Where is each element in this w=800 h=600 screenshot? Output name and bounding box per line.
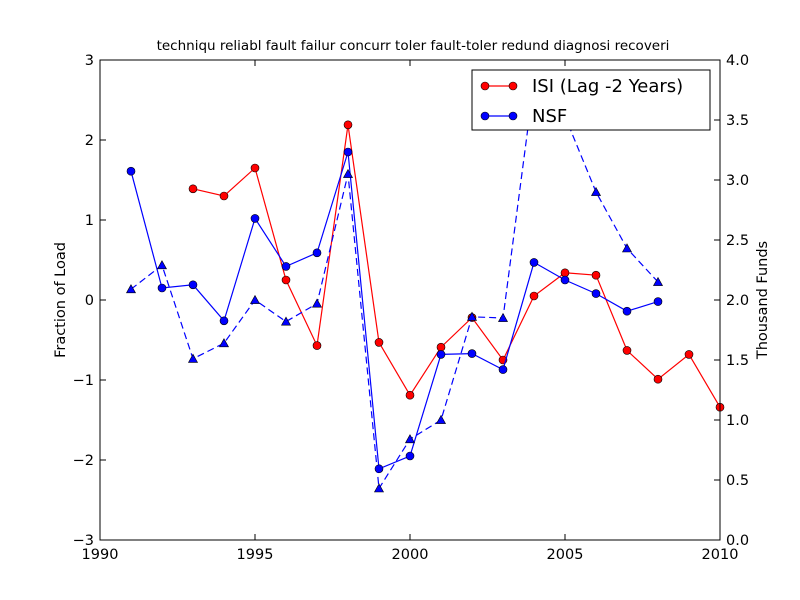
data-point-triangle [249, 294, 261, 304]
y-left-label: Fraction of Load [53, 242, 69, 358]
data-point-circle [250, 214, 260, 223]
y-left-tick-label: 2 [85, 133, 94, 149]
data-point-circle [219, 191, 229, 201]
data-point-circle [157, 283, 167, 293]
data-point-triangle [404, 434, 416, 444]
data-point-circle [281, 275, 291, 285]
data-point-circle [591, 289, 601, 298]
y-left-tick-label: −2 [73, 453, 94, 469]
legend-marker-nsf [508, 111, 518, 121]
x-tick-label: 1995 [237, 547, 274, 563]
y-right-tick-label: 1.0 [726, 413, 749, 429]
y-right-tick-label: 1.5 [726, 353, 749, 369]
data-point-circle [622, 306, 632, 316]
data-point-circle [343, 147, 353, 157]
data-point-circle [405, 451, 415, 461]
ticks-layer: 1990 1995 2000 2005 2010 −3 −2 −1 0 1 2 3 0.0 0.5 1.0 1… [73, 53, 749, 563]
data-point-circle [653, 297, 663, 306]
x-tick-label: 2005 [547, 547, 584, 563]
data-point-circle [405, 390, 415, 400]
y-left-tick-label: 0 [85, 293, 94, 309]
data-point-circle [653, 374, 663, 384]
data-point-circle [188, 184, 198, 194]
legend-label-nsf: NSF [532, 106, 567, 127]
data-point-triangle [187, 353, 199, 363]
data-point-circle [467, 349, 477, 358]
legend-marker-isi [508, 81, 518, 91]
y-right-tick-label: 2.5 [726, 233, 749, 249]
y-right-tick-label: 0.0 [726, 533, 749, 549]
data-point-circle [498, 365, 508, 374]
data-point-circle [374, 338, 384, 347]
data-point-circle [188, 280, 198, 290]
data-point-circle [529, 291, 539, 301]
data-point-triangle [621, 243, 633, 253]
data-point-circle [312, 248, 322, 258]
legend-marker-nsf [480, 111, 490, 121]
y-left-tick-label: 3 [85, 53, 94, 69]
y-left-tick-label: −1 [73, 373, 94, 389]
data-point-circle [126, 166, 136, 176]
data-point-circle [343, 120, 353, 130]
x-tick-label: 2010 [702, 547, 739, 563]
y-right-tick-label: 3.5 [726, 113, 749, 129]
data-point-circle [281, 262, 291, 271]
data-point-triangle [590, 186, 602, 196]
data-point-circle [312, 341, 322, 350]
data-point-circle [436, 342, 446, 352]
y-right-label: Thousand Funds [755, 241, 771, 360]
data-point-triangle [652, 276, 664, 286]
y-left-tick-label: −3 [73, 533, 94, 549]
data-point-triangle [373, 483, 385, 493]
y-right-tick-label: 4.0 [726, 53, 749, 69]
data-point-triangle [311, 298, 323, 308]
data-point-circle [529, 258, 539, 267]
data-point-triangle [156, 260, 168, 270]
data-point-triangle [466, 311, 478, 321]
x-tick-label: 2000 [392, 547, 429, 563]
data-point-circle [591, 270, 601, 280]
legend-marker-isi [480, 81, 490, 91]
y-right-tick-label: 2.0 [726, 293, 749, 309]
x-tick-label: 1990 [82, 547, 119, 563]
chart-title: techniqu reliabl fault failur concurr to… [157, 38, 670, 54]
plot-area [100, 60, 720, 540]
data-point-circle [622, 346, 632, 355]
data-point-circle [219, 316, 229, 326]
y-right-tick-label: 0.5 [726, 473, 749, 489]
data-point-triangle [280, 316, 292, 326]
data-point-circle [684, 350, 694, 359]
data-point-circle [560, 268, 570, 278]
data-point-triangle [125, 284, 137, 294]
data-point-triangle [218, 338, 230, 348]
data-point-circle [374, 464, 384, 474]
data-point-circle [436, 350, 446, 359]
data-point-circle [560, 275, 570, 285]
legend: ISI (Lag -2 Years) NSF [471, 69, 711, 131]
series-line-1 [130, 151, 659, 470]
data-point-triangle [342, 168, 354, 178]
y-right-tick-label: 3.0 [726, 173, 749, 189]
y-left-tick-label: 1 [85, 213, 94, 229]
data-point-triangle [497, 312, 509, 322]
legend-label-isi: ISI (Lag -2 Years) [532, 76, 683, 97]
data-point-circle [250, 163, 260, 173]
data-point-triangle [435, 414, 447, 424]
series-line-0 [192, 124, 721, 408]
